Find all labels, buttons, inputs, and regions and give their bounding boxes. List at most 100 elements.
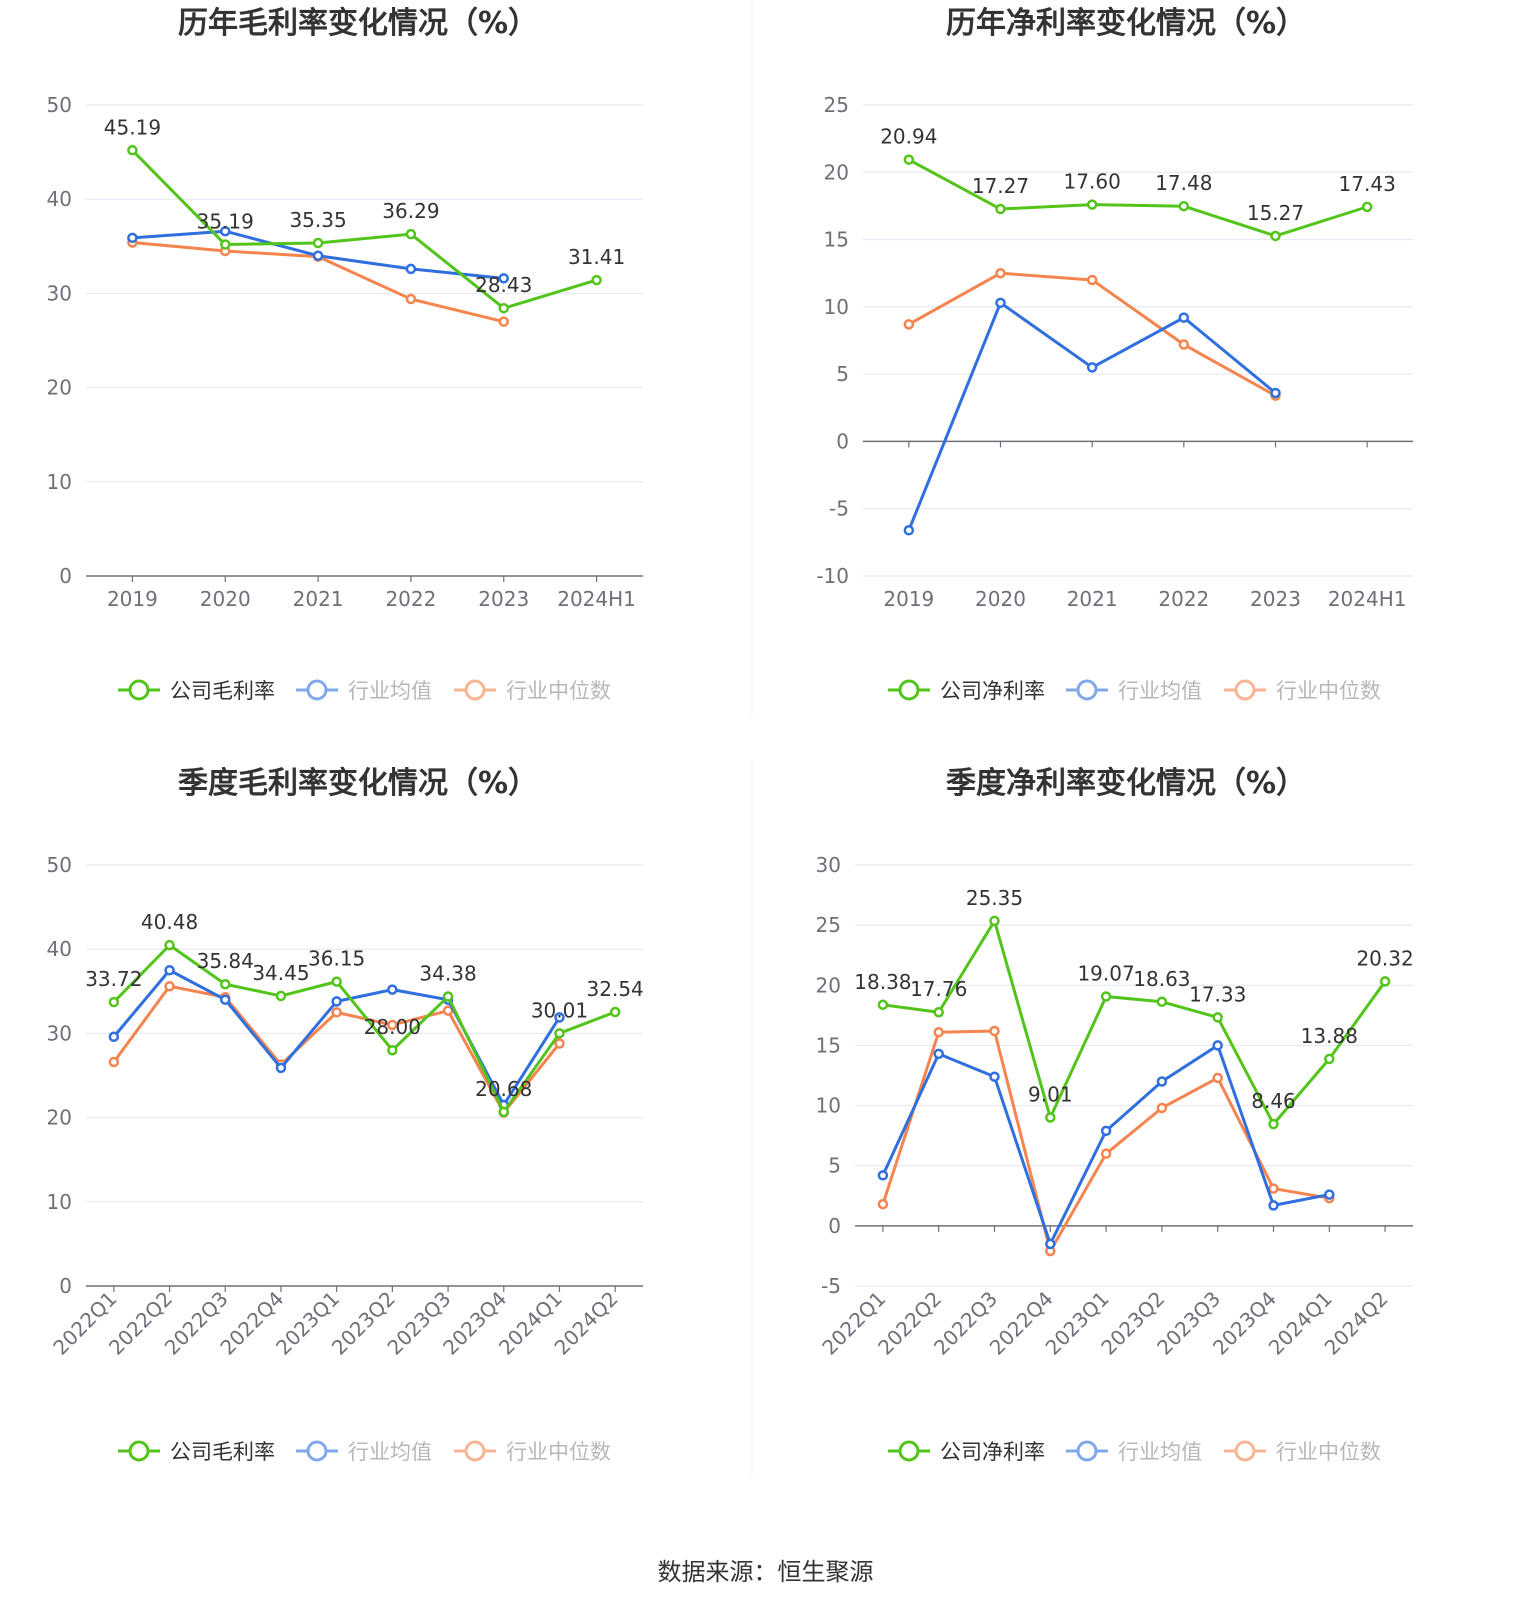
data-label: 45.19 (104, 115, 161, 139)
data-point-company (164, 939, 175, 951)
legend-label: 行业中位数 (1276, 679, 1381, 703)
legend-marker (464, 1440, 486, 1462)
x-tick-label: 2024H1 (1328, 587, 1407, 611)
x-tick-label: 2019 (107, 587, 158, 611)
data-point-company (312, 237, 324, 249)
legend-label: 公司毛利率 (170, 679, 275, 703)
data-point-median (554, 1038, 565, 1049)
data-point-avg (903, 524, 915, 536)
data-point-median (1100, 1148, 1112, 1159)
data-label: 17.60 (1064, 170, 1121, 194)
chart-title: 季度净利率变化情况（%） (946, 766, 1306, 801)
data-label: 32.54 (587, 977, 644, 1001)
data-label: 30.01 (531, 998, 588, 1022)
legend-marker (306, 679, 328, 701)
chart-panel-4: 季度净利率变化情况（%）-50510152025302022Q12022Q220… (816, 766, 1414, 1464)
data-point-company (331, 976, 342, 987)
data-point-avg (1045, 1238, 1056, 1250)
legend-marker (1076, 679, 1098, 701)
legend-label: 行业均值 (1118, 1440, 1202, 1464)
data-point-company (127, 145, 138, 156)
data-point-avg (877, 1170, 889, 1181)
y-tick-label: 5 (828, 1154, 841, 1178)
x-tick-label: 2022 (385, 587, 436, 611)
y-tick-label: 30 (47, 1021, 72, 1045)
y-tick-label: 50 (47, 853, 72, 877)
data-point-company (405, 228, 417, 240)
data-label: 18.38 (854, 970, 911, 994)
y-tick-label: 10 (47, 470, 72, 494)
y-tick-label: 40 (47, 937, 72, 961)
x-tick-label: 2023 (1250, 587, 1301, 611)
data-point-company (989, 915, 1000, 927)
data-label: 17.76 (910, 977, 967, 1001)
legend-marker (1234, 679, 1256, 701)
y-tick-label: -5 (829, 497, 849, 521)
data-point-median (903, 319, 915, 330)
data-point-company (1045, 1112, 1056, 1123)
series-line-median (908, 271, 1277, 397)
y-tick-label: 15 (824, 228, 849, 252)
legend-label: 行业均值 (1118, 679, 1202, 703)
data-label: 36.15 (308, 947, 365, 971)
series-line-company (131, 149, 598, 310)
data-point-avg (220, 994, 231, 1005)
legend-label: 行业均值 (348, 679, 432, 703)
data-point-median (387, 1019, 398, 1031)
data-point-avg (275, 1062, 287, 1074)
data-label: 34.38 (419, 962, 476, 986)
data-point-company (1156, 996, 1168, 1008)
data-point-avg (498, 273, 509, 284)
x-tick-label: 2021 (1067, 587, 1118, 611)
y-tick-label: 25 (816, 913, 841, 937)
legend-marker (898, 679, 920, 701)
data-point-avg (554, 1012, 565, 1023)
data-point-median (405, 293, 417, 305)
x-tick-label: 2024H1 (557, 587, 636, 611)
y-tick-label: 20 (824, 160, 849, 184)
legend-item-company: 公司净利率 (888, 1440, 1045, 1464)
data-point-avg (1086, 362, 1098, 373)
legend-label: 行业均值 (348, 1440, 432, 1464)
data-point-company (108, 996, 120, 1008)
data-point-median (442, 1005, 454, 1016)
data-point-avg (1100, 1125, 1112, 1137)
y-tick-label: 0 (828, 1214, 841, 1238)
data-point-median (989, 1025, 1000, 1037)
data-point-avg (1178, 312, 1190, 323)
data-label: 36.29 (382, 199, 439, 223)
y-tick-label: 40 (47, 187, 72, 211)
legend-label: 行业中位数 (506, 679, 611, 703)
data-point-company (220, 978, 231, 990)
legend-item-median: 行业中位数 (454, 1440, 611, 1464)
data-point-company (1268, 1118, 1279, 1130)
data-point-company (442, 991, 454, 1002)
data-point-company (1178, 200, 1190, 212)
data-point-company (1212, 1012, 1223, 1023)
legend-item-median: 行业中位数 (1224, 679, 1381, 703)
data-point-median (498, 316, 509, 327)
legend-label: 行业中位数 (506, 1440, 611, 1464)
legend-item-company: 公司净利率 (888, 679, 1045, 703)
series-line-company (112, 943, 616, 1114)
data-point-avg (933, 1048, 944, 1060)
legend-marker (306, 1440, 328, 1462)
data-point-company (933, 1006, 944, 1018)
y-tick-label: 5 (836, 362, 849, 386)
y-tick-label: 0 (59, 564, 72, 588)
data-point-company (1086, 199, 1098, 210)
data-label: 20.32 (1356, 946, 1413, 970)
legend-label: 公司净利率 (940, 1440, 1045, 1464)
legend-item-avg: 行业均值 (296, 679, 432, 703)
data-point-avg (405, 263, 417, 275)
data-point-company (275, 990, 287, 1002)
data-point-median (1212, 1072, 1223, 1084)
data-label: 35.35 (289, 208, 346, 232)
x-tick-label: 2020 (975, 587, 1026, 611)
data-point-median (877, 1198, 889, 1210)
data-point-avg (312, 250, 324, 261)
legend-item-median: 行业中位数 (1224, 1440, 1381, 1464)
data-point-company (554, 1028, 565, 1039)
data-label: 18.63 (1133, 967, 1190, 991)
y-tick-label: 50 (47, 93, 72, 117)
